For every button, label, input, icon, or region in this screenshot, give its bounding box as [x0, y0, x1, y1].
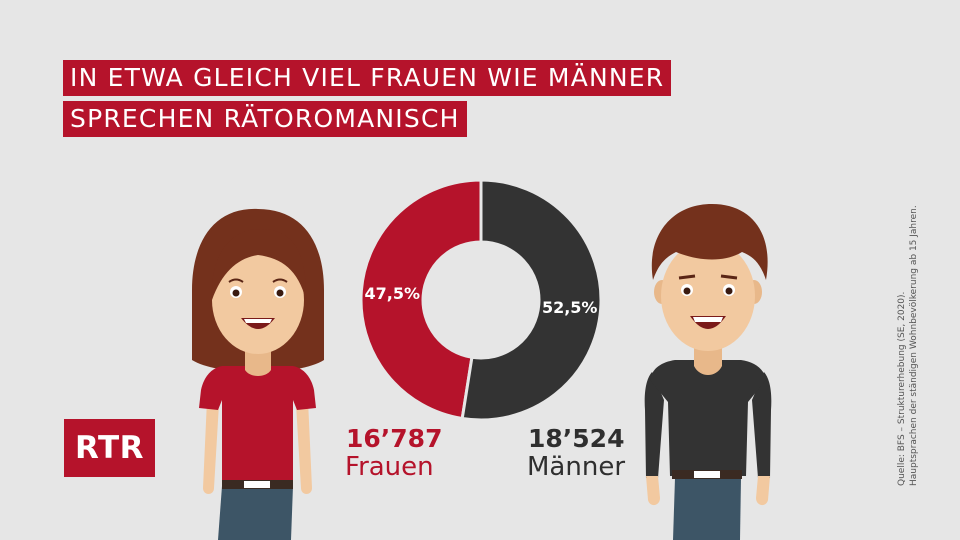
title-line-2: SPRECHEN RÄTOROMANISCH: [63, 101, 467, 137]
source-line-2: Hauptsprachen der ständigen Wohnbevölker…: [909, 205, 919, 486]
men-label: Männer: [527, 452, 626, 482]
donut-label-männer: 52,5%: [542, 298, 598, 317]
women-label: Frauen: [345, 452, 434, 482]
donut-label-frauen: 47,5%: [365, 284, 421, 303]
title-line-1: IN ETWA GLEICH VIEL FRAUEN WIE MÄNNER: [63, 60, 672, 96]
source-note: Quelle: BFS – Strukturerhebung (SE, 2020…: [896, 205, 920, 486]
rtr-logo: RTR: [64, 419, 155, 477]
donut-slice-männer: [460, 178, 603, 422]
women-count: 16’787: [346, 424, 443, 453]
men-count: 18’524: [528, 424, 625, 453]
source-line-1: Quelle: BFS – Strukturerhebung (SE, 2020…: [897, 291, 907, 486]
donut-slice-frauen: [359, 178, 483, 421]
